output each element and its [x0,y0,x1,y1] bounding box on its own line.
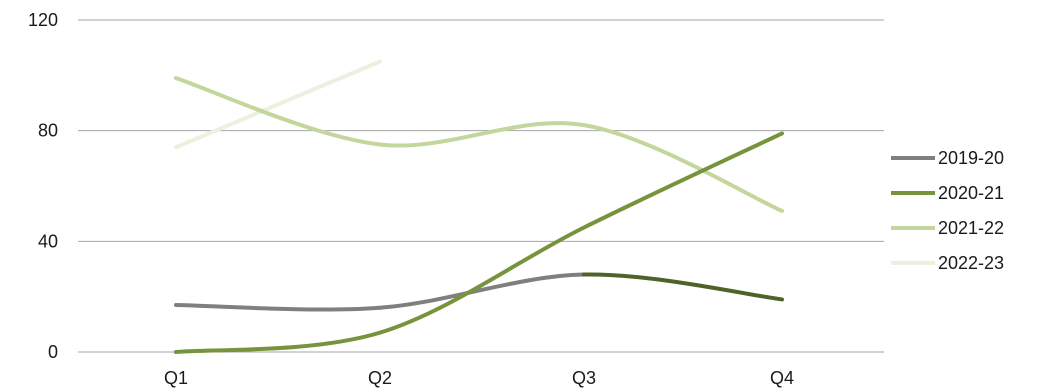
y-tick-label: 40 [38,231,58,251]
legend: 2019-20 2020-21 2021-22 2022-23 [891,148,1004,273]
x-tick-label: Q4 [770,368,794,388]
series-2019-20-segment [378,272,586,310]
series-2020-21-line [174,131,784,354]
y-axis-tick-labels: 0 40 80 120 [28,10,58,362]
legend-label-2019-20: 2019-20 [938,148,1004,168]
series-2022-23-segment [174,59,382,150]
series-2020-21-segment [378,225,586,335]
series-2020-21-segment [582,131,784,230]
series-2022-23-line [174,59,382,150]
x-tick-label: Q1 [164,368,188,388]
series-2021-22-segment [174,76,382,147]
legend-label-2022-23: 2022-23 [938,253,1004,273]
series-2020-21-segment [174,330,382,354]
legend-label-2021-22: 2021-22 [938,218,1004,238]
y-tick-label: 0 [48,342,58,362]
series-2021-22-line [174,76,784,213]
series-2019-20-line [174,272,784,312]
series-lines [174,59,784,354]
y-tick-label: 80 [38,121,58,141]
series-2021-22-segment [582,123,784,213]
series-2019-20-segment [174,302,382,312]
x-axis-tick-labels: Q1 Q2 Q3 Q4 [164,368,794,388]
x-tick-label: Q2 [368,368,392,388]
gridlines [78,19,884,353]
series-2019-20-segment [582,272,784,302]
legend-label-2020-21: 2020-21 [938,183,1004,203]
series-2021-22-segment [378,121,586,148]
x-tick-label: Q3 [572,368,596,388]
y-tick-label: 120 [28,10,58,30]
